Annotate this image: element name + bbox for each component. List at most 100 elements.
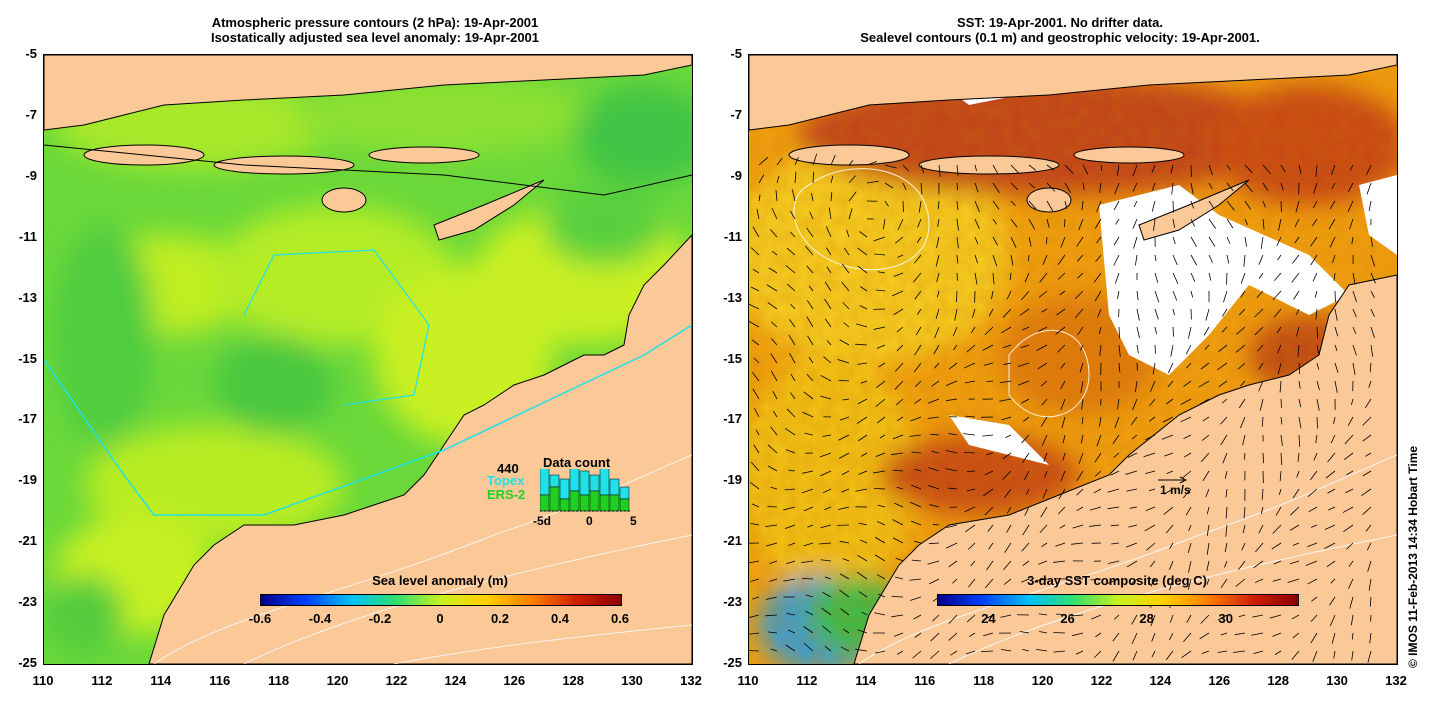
velocity-arrow bbox=[1079, 344, 1084, 351]
velocity-arrow bbox=[1244, 164, 1253, 174]
velocity-arrow bbox=[894, 362, 904, 372]
hist-bar-ers bbox=[540, 494, 550, 512]
velocity-arrow bbox=[936, 290, 940, 298]
velocity-arrow bbox=[1023, 416, 1030, 422]
sst-map-panel[interactable] bbox=[748, 54, 1398, 665]
velocity-arrow bbox=[1346, 542, 1354, 550]
velocity-arrow bbox=[1116, 164, 1120, 176]
velocity-arrow bbox=[909, 501, 922, 508]
velocity-arrow bbox=[839, 416, 850, 421]
velocity-arrow bbox=[874, 612, 886, 616]
velocity-arrow bbox=[1351, 650, 1354, 661]
velocity-arrow bbox=[771, 250, 778, 256]
velocity-arrow bbox=[751, 503, 760, 508]
velocity-arrow bbox=[1296, 326, 1300, 337]
velocity-arrow bbox=[1113, 254, 1120, 266]
velocity-arrow bbox=[1145, 506, 1156, 511]
lon-tick: 114 bbox=[150, 673, 172, 688]
velocity-arrow bbox=[770, 426, 778, 436]
velocity-arrow bbox=[1280, 434, 1283, 446]
velocity-arrow bbox=[828, 207, 832, 220]
hist-bar-topex bbox=[579, 470, 590, 496]
velocity-arrow bbox=[838, 434, 850, 441]
colorbar-tick: -0.2 bbox=[368, 611, 392, 626]
velocity-arrow bbox=[1272, 632, 1282, 637]
velocity-arrow bbox=[914, 468, 922, 472]
velocity-arrow bbox=[1132, 218, 1138, 229]
velocity-arrow bbox=[1254, 308, 1264, 318]
velocity-arrow bbox=[859, 539, 868, 544]
velocity-arrow bbox=[1316, 416, 1318, 429]
velocity-arrow bbox=[1188, 560, 1192, 573]
velocity-arrow bbox=[1057, 506, 1066, 515]
velocity-arrow bbox=[1238, 308, 1246, 316]
velocity-arrow bbox=[1042, 254, 1048, 266]
lat-tick: -7 bbox=[730, 106, 742, 122]
velocity-arrow bbox=[860, 452, 868, 457]
velocity-arrow bbox=[956, 182, 959, 191]
velocity-arrow bbox=[896, 344, 904, 352]
velocity-arrow bbox=[1240, 272, 1246, 284]
velocity-arrow bbox=[1279, 380, 1282, 393]
velocity-arrow bbox=[1145, 434, 1156, 441]
velocity-arrow bbox=[1000, 326, 1012, 334]
velocity-arrow bbox=[1125, 542, 1138, 548]
velocity-arrow bbox=[938, 164, 941, 177]
velocity-arrow bbox=[1280, 182, 1284, 191]
velocity-arrow bbox=[776, 175, 780, 184]
velocity-arrow bbox=[1272, 578, 1282, 582]
velocity-arrow bbox=[1262, 182, 1269, 192]
velocity-arrow bbox=[1111, 542, 1120, 545]
sla-map-panel[interactable] bbox=[43, 54, 693, 665]
velocity-arrow bbox=[1060, 398, 1066, 411]
velocity-arrow bbox=[1244, 182, 1254, 193]
velocity-arrow bbox=[1021, 434, 1030, 444]
velocity-arrow bbox=[1021, 578, 1030, 583]
lon-tick: 120 bbox=[326, 673, 349, 688]
colorbar-tick: 24 bbox=[981, 611, 996, 626]
colorbar-tick: 0.2 bbox=[490, 611, 510, 626]
velocity-arrow bbox=[1132, 650, 1138, 661]
velocity-arrow bbox=[790, 392, 796, 400]
lon-tick: 116 bbox=[914, 673, 936, 688]
velocity-arrow bbox=[826, 340, 832, 346]
velocity-arrow bbox=[911, 559, 922, 562]
velocity-arrow bbox=[927, 560, 940, 565]
left-title: Atmospheric pressure contours (2 hPa): 1… bbox=[100, 15, 650, 45]
velocity-arrow bbox=[1057, 344, 1066, 353]
velocity-arrow bbox=[824, 318, 832, 328]
lat-tick: -17 bbox=[18, 411, 37, 427]
velocity-arrow bbox=[1076, 506, 1084, 512]
velocity-arrow bbox=[1114, 614, 1120, 620]
velocity-arrow bbox=[1364, 398, 1372, 409]
velocity-arrow bbox=[804, 432, 814, 436]
velocity-arrow bbox=[896, 486, 904, 490]
velocity-arrow bbox=[1346, 470, 1354, 476]
hist-bar-ers bbox=[609, 494, 620, 512]
velocity-arrow bbox=[1292, 542, 1300, 546]
velocity-arrow bbox=[1243, 506, 1246, 519]
velocity-arrow bbox=[1369, 632, 1372, 644]
velocity-scale-label: 1 m/s bbox=[1160, 483, 1191, 497]
velocity-arrow bbox=[806, 227, 814, 238]
velocity-arrow bbox=[858, 591, 868, 598]
velocity-arrow bbox=[974, 236, 979, 245]
velocity-arrow bbox=[1002, 344, 1012, 349]
velocity-arrow bbox=[1262, 164, 1272, 175]
velocity-arrow bbox=[1236, 326, 1246, 335]
velocity-arrow bbox=[1131, 632, 1138, 645]
velocity-arrow bbox=[856, 416, 868, 424]
velocity-arrow bbox=[1273, 308, 1282, 318]
velocity-arrow bbox=[909, 434, 922, 437]
velocity-arrow bbox=[822, 488, 832, 494]
velocity-arrow bbox=[1020, 344, 1030, 349]
velocity-arrow bbox=[1235, 344, 1246, 353]
velocity-arrow bbox=[1277, 362, 1282, 375]
velocity-arrow bbox=[790, 303, 796, 310]
velocity-arrow bbox=[929, 504, 940, 508]
colorbar-tick: -0.4 bbox=[308, 611, 332, 626]
velocity-arrow bbox=[1117, 290, 1120, 299]
velocity-arrow bbox=[1234, 632, 1246, 636]
velocity-arrow bbox=[967, 542, 976, 550]
velocity-arrow bbox=[892, 469, 904, 472]
